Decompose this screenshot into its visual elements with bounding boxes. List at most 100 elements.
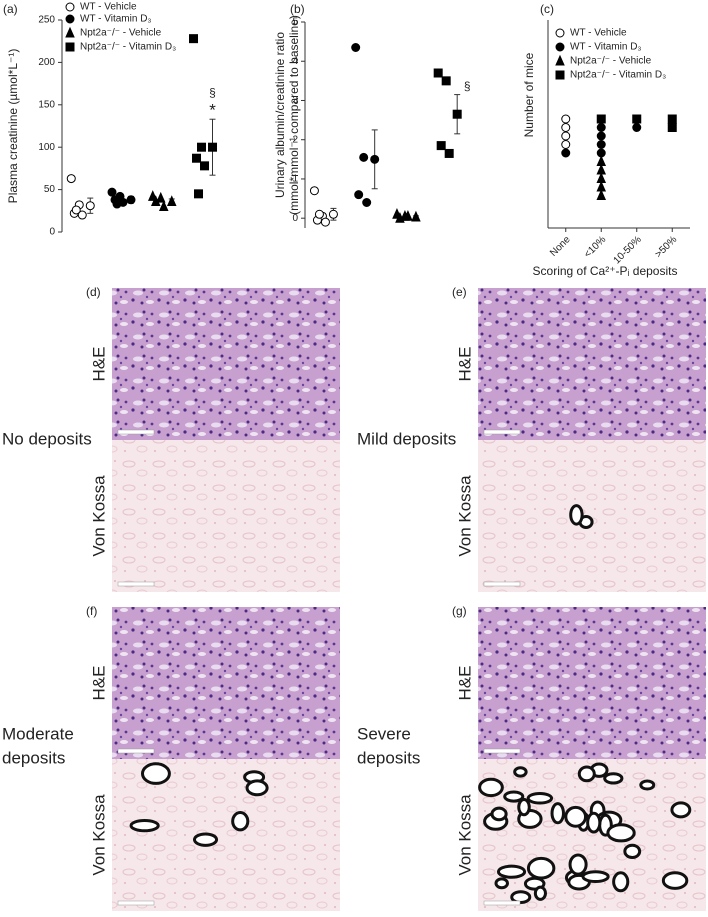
legend-label: WT - Vehicle: [570, 28, 627, 39]
legend-label: Npt2a⁻/⁻ - Vehicle: [570, 56, 652, 67]
y-tick-label: 3: [292, 95, 298, 106]
annotation: §: [464, 79, 471, 93]
deposit: [503, 790, 525, 803]
he-image: [478, 607, 706, 759]
deposit: [478, 777, 504, 798]
scale-bar: [117, 900, 155, 906]
deposit: [603, 772, 624, 785]
dot: [596, 140, 606, 149]
deposit: [192, 832, 219, 847]
stain-label: Von Kossa: [89, 475, 108, 557]
point: [359, 152, 369, 162]
scale-bar: [117, 581, 155, 587]
point: [354, 190, 364, 200]
dot-stack: [632, 123, 642, 132]
deposit: [581, 870, 610, 884]
stain-label: H&E: [89, 347, 108, 382]
legend-marker: [555, 54, 565, 66]
legend-label: WT - Vehicle: [80, 2, 137, 13]
deposit: [513, 766, 528, 778]
point: [403, 209, 413, 221]
deposit: [577, 765, 596, 783]
stain-label: Von Kossa: [89, 794, 108, 876]
y-tick-label: 5: [292, 17, 298, 28]
legend-marker: [555, 28, 565, 38]
panel-label: (e): [452, 285, 467, 299]
dot-stack: [596, 155, 607, 200]
deposit: [564, 805, 588, 828]
legend-marker: [555, 70, 565, 80]
y-tick-label: 200: [38, 57, 55, 68]
deposit: [140, 762, 171, 785]
point: [71, 205, 81, 215]
deposit: [129, 819, 160, 833]
stain-label: Von Kossa: [455, 794, 474, 876]
dot-stack: [632, 114, 642, 124]
y-axis-label: (mmol*mmol⁻¹ compared to baseline): [287, 15, 301, 215]
he-image: [478, 288, 706, 440]
von-kossa-image: [112, 440, 340, 592]
dot: [561, 148, 571, 158]
mean-point: [85, 201, 95, 211]
point: [351, 43, 361, 53]
dot: [561, 123, 571, 132]
point: [155, 191, 166, 203]
deposit: [245, 779, 269, 797]
dot: [596, 189, 607, 200]
deposit: [517, 798, 531, 817]
point: [200, 161, 210, 171]
mean-point: [208, 142, 218, 152]
dot-stack: [561, 114, 571, 149]
point: [158, 200, 169, 212]
y-axis-label: Urinary albumin/creatinine ratio: [273, 32, 287, 198]
he-image: [112, 288, 340, 440]
x-tick-label: >50%: [653, 234, 679, 260]
panel-label: (c): [540, 2, 554, 16]
y-tick-label: 50: [44, 184, 56, 195]
caption: Moderate: [2, 724, 74, 743]
point: [441, 76, 451, 86]
mean-point: [328, 209, 338, 219]
point: [66, 174, 76, 184]
y-tick-label: 0: [49, 227, 55, 238]
scale-bar: [483, 429, 521, 435]
panel-label: (b): [290, 2, 305, 16]
he-image: [112, 607, 340, 759]
deposit: [568, 853, 588, 876]
dot: [667, 123, 677, 132]
legend-label: Npt2a⁻/⁻ - Vehicle: [80, 28, 162, 39]
mean-point: [452, 109, 462, 119]
point: [395, 211, 405, 223]
y-tick-label: 250: [38, 15, 55, 26]
dot: [561, 114, 571, 124]
mean-point: [411, 210, 421, 222]
point: [320, 217, 330, 227]
von-kossa-image: [112, 759, 340, 911]
scale-bar: [117, 748, 155, 754]
y-tick-label: 0: [292, 213, 298, 224]
x-tick-label: None: [548, 234, 573, 259]
legend-marker: [65, 14, 75, 24]
deposit: [639, 779, 656, 791]
y-tick-label: 150: [38, 99, 55, 110]
y-axis-label: Plasma creatinine (µmol*L⁻¹): [6, 49, 20, 204]
point: [192, 153, 202, 163]
y-axis-label: Number of mice: [522, 52, 536, 137]
point: [436, 141, 446, 151]
mean-point: [126, 195, 136, 205]
dot-stack: [561, 148, 571, 158]
point: [77, 210, 87, 220]
dot: [667, 114, 677, 124]
point: [314, 209, 324, 219]
point: [362, 197, 372, 207]
x-tick-label: 10-50%: [612, 234, 644, 266]
dot: [632, 114, 642, 124]
deposit: [533, 885, 547, 901]
legend-marker: [65, 2, 75, 12]
caption: Severe: [357, 724, 411, 743]
caption: deposits: [2, 748, 65, 767]
dot: [596, 123, 606, 132]
dot: [632, 123, 642, 132]
point: [197, 142, 207, 152]
